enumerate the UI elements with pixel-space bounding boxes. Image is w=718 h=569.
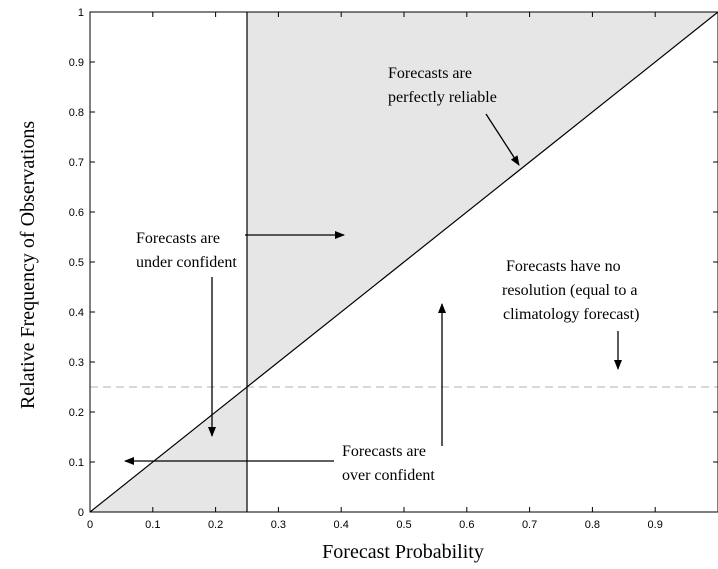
y-tick-label: 0.6 (69, 207, 84, 219)
annotation-arrows (124, 113, 622, 465)
annotation-no-resolution: Forecasts have no resolution (equal to a… (502, 258, 639, 323)
perfect-reliability-line (89, 11, 718, 513)
y-tick-label: 0.3 (69, 357, 84, 369)
reference-lines (89, 11, 718, 513)
x-tick-label: 0.8 (585, 519, 600, 531)
svg-text:Forecasts are: Forecasts are (342, 443, 426, 460)
annotation-perfectly-reliable: Forecasts are perfectly reliable (388, 65, 497, 106)
annotation-line: resolution (equal to a (502, 282, 638, 299)
axis-ticks: 0 0.1 0.2 0.3 0.4 0.5 0.6 0.7 0.8 0.9 0 0.1 0.2 0.3 0.… (69, 7, 718, 531)
annotation-line: climatology forecast) (503, 306, 639, 323)
annotation-line: Forecasts have no (506, 258, 621, 275)
y-tick-label: 0.4 (69, 307, 84, 319)
annotation-under-confident: Forecasts are under confident (136, 230, 237, 271)
annotation-over-confident: Forecasts are over confident (342, 443, 435, 484)
svg-text:Forecasts are: Forecasts are (136, 230, 220, 247)
y-tick-label: 0.7 (69, 157, 84, 169)
annotation-line: perfectly reliable (388, 89, 497, 106)
annotation-line: Forecasts are (342, 443, 426, 460)
svg-text:resolution (equal to a: resolution (equal to a (502, 282, 638, 299)
y-tick-label: 0.5 (69, 257, 84, 269)
y-tick-label: 1 (78, 7, 84, 19)
y-tick-label: 0.2 (69, 407, 84, 419)
annotation-line: under confident (136, 254, 237, 271)
y-tick-label: 0.9 (69, 57, 84, 69)
annotation-line: Forecasts are (136, 230, 220, 247)
svg-text:under confident: under confident (136, 254, 237, 271)
svg-text:Forecasts are: Forecasts are (388, 65, 472, 82)
x-tick-label: 0.2 (208, 519, 223, 531)
svg-text:Forecasts have no: Forecasts have no (506, 258, 621, 275)
annotation-line: Forecasts are (388, 65, 472, 82)
x-tick-label: 0.6 (459, 519, 474, 531)
y-tick-label: 0.8 (69, 107, 84, 119)
x-axis-title: Forecast Probability (322, 541, 484, 563)
x-tick-label: 0.4 (334, 519, 349, 531)
svg-text:climatology forecast): climatology forecast) (503, 306, 639, 323)
x-tick-label: 0 (87, 519, 93, 531)
y-tick-label: 0.1 (69, 457, 84, 469)
x-tick-label: 0.3 (271, 519, 286, 531)
y-tick-label: 0 (78, 507, 84, 519)
x-tick-label: 0.7 (522, 519, 537, 531)
annotation-line: over confident (342, 467, 435, 484)
x-tick-label: 0.9 (648, 519, 663, 531)
x-tick-label: 0.1 (145, 519, 160, 531)
svg-text:over confident: over confident (342, 467, 435, 484)
x-tick-label: 0.5 (396, 519, 411, 531)
y-axis-title: Relative Frequency of Observations (17, 121, 39, 409)
svg-text:perfectly reliable: perfectly reliable (388, 89, 497, 106)
arrow-perfectly-reliable (485, 113, 520, 166)
